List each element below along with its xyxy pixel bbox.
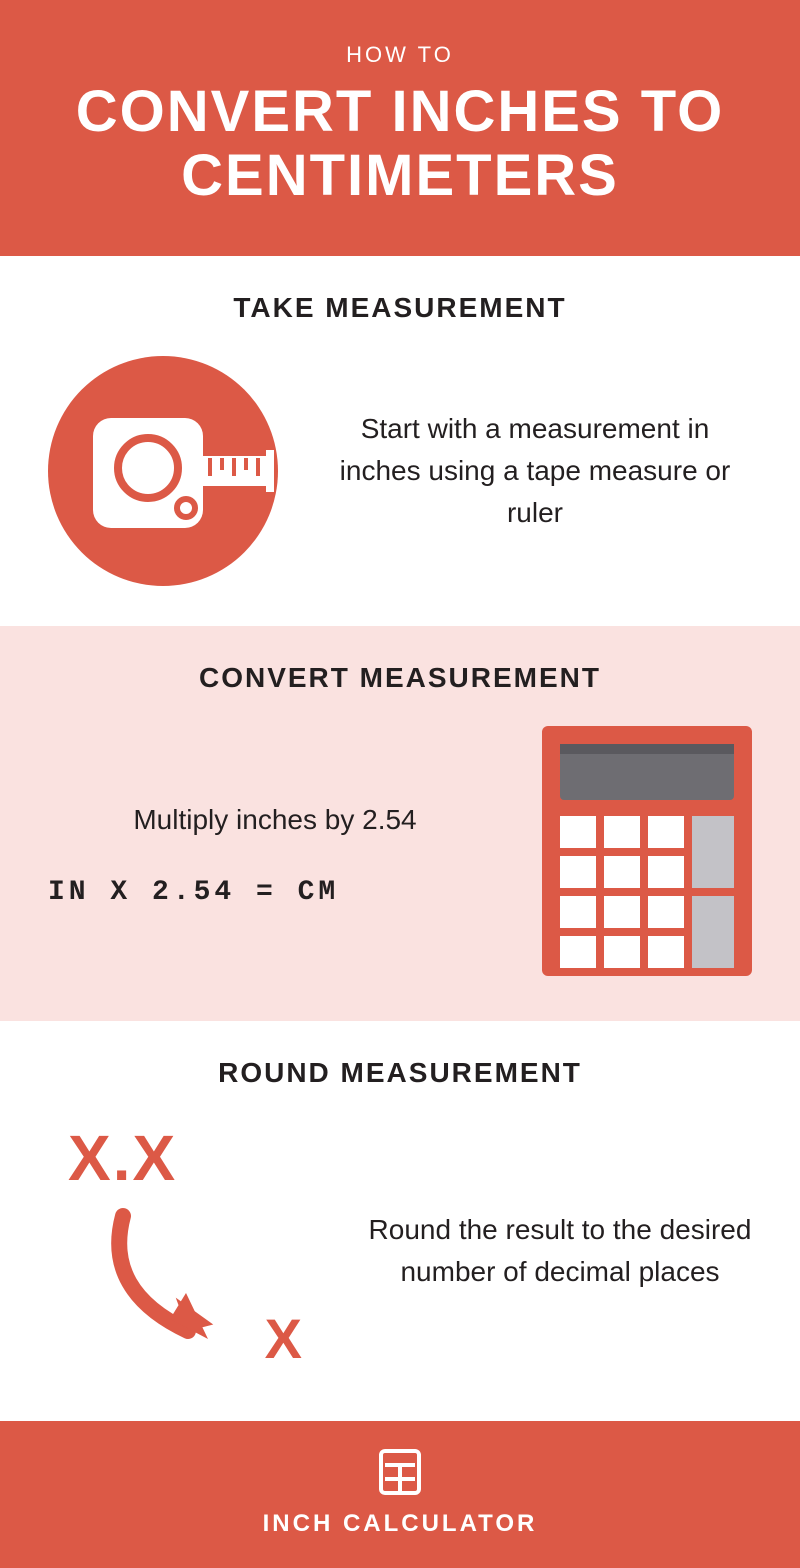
conversion-formula: IN X 2.54 = CM (48, 877, 502, 908)
section-convert-measurement: CONVERT MEASUREMENT Multiply inches by 2… (0, 626, 800, 1021)
section2-title: CONVERT MEASUREMENT (48, 662, 752, 694)
calculator-icon (542, 726, 752, 981)
tape-measure-icon (48, 356, 278, 586)
section2-text: Multiply inches by 2.54 (48, 799, 502, 841)
section1-text: Start with a measurement in inches using… (318, 408, 752, 534)
rounding-bottom-value: X (265, 1306, 302, 1371)
section1-title: TAKE MEASUREMENT (48, 292, 752, 324)
header: HOW TO CONVERT INCHES TO CENTIMETERS (0, 0, 800, 256)
rounding-arrow-icon: X.X X (48, 1121, 328, 1381)
footer-brand: INCH CALCULATOR (0, 1510, 800, 1538)
section3-text: Round the result to the desired number o… (368, 1209, 752, 1293)
section-round-measurement: ROUND MEASUREMENT X.X X Round the result… (0, 1021, 800, 1421)
section-take-measurement: TAKE MEASUREMENT St (0, 256, 800, 626)
header-eyebrow: HOW TO (40, 42, 760, 68)
section3-title: ROUND MEASUREMENT (48, 1057, 752, 1089)
calculator-logo-icon (0, 1449, 800, 1500)
header-title: CONVERT INCHES TO CENTIMETERS (40, 80, 760, 208)
footer: INCH CALCULATOR (0, 1421, 800, 1568)
